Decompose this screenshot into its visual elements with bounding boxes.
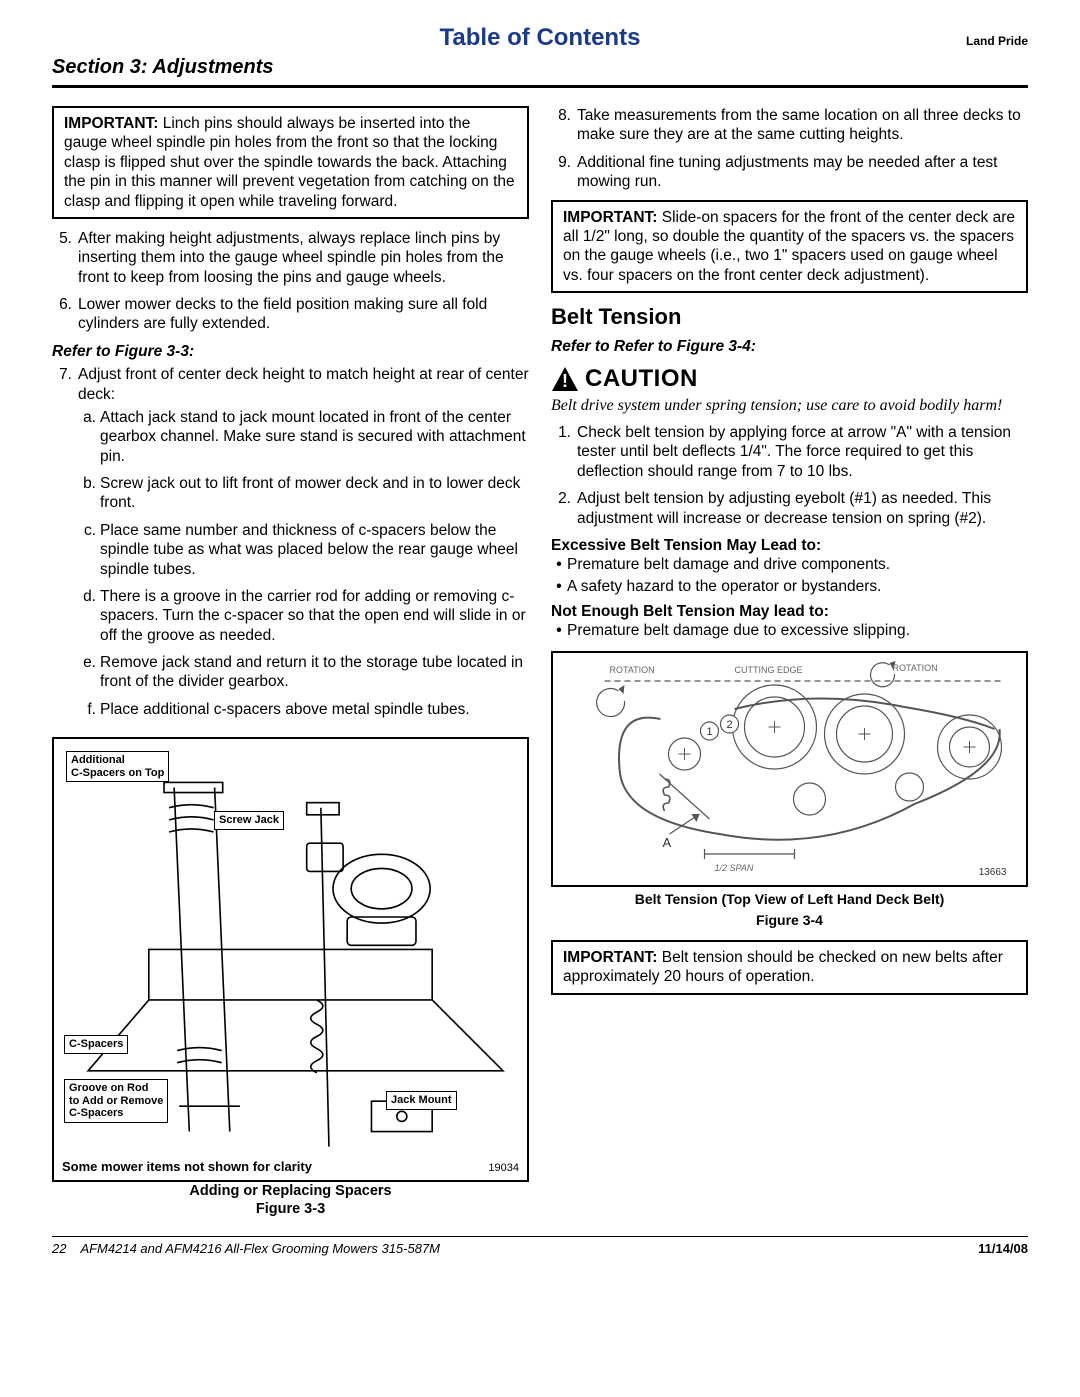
substep-letter: a. [78,408,100,466]
fig-label-cspacers: C-Spacers [64,1035,128,1054]
step-text: Lower mower decks to the field position … [78,295,529,334]
step-text: After making height adjustments, always … [78,229,529,287]
caution-text: CAUTION [585,364,698,394]
fig-label-groove: Groove on Rod to Add or Remove C-Spacers [64,1079,168,1123]
substep-letter: f. [78,700,100,719]
fig4-span: 1/2 SPAN [715,863,754,873]
figure-3-4: ROTATION CUTTING EDGE ROTATION 1 2 A 1/2… [551,651,1028,887]
substep-text: Attach jack stand to jack mount located … [100,408,529,466]
bullet-text: Premature belt damage and drive componen… [567,555,1028,574]
fig4-caption1: Belt Tension (Top View of Left Hand Deck… [551,891,1028,909]
substep-text: Place same number and thickness of c-spa… [100,521,529,579]
warning-icon: ! [551,366,579,392]
refer-figure-4: Refer to Refer to Figure 3-4: [551,337,1028,356]
step-num: 8. [551,106,577,145]
footer-rule [52,1236,1028,1237]
fig3-caption1: Adding or Replacing Spacers [52,1182,529,1200]
toc-link[interactable]: Table of Contents [152,24,928,52]
substep-text: There is a groove in the carrier rod for… [100,587,529,645]
substep-text: Remove jack stand and return it to the s… [100,653,529,692]
excessive-heading: Excessive Belt Tension May Lead to: [551,536,1028,555]
footer: 22 AFM4214 and AFM4216 All-Flex Grooming… [52,1241,1028,1256]
fig-id: 19034 [488,1162,519,1176]
caution-note: Belt drive system under spring tension; … [551,396,1028,415]
fig-label-additional: Additional C-Spacers on Top [66,751,169,782]
fig4-rotation2: ROTATION [893,663,938,673]
fig4-n2: 2 [726,719,732,731]
bullet-text: Premature belt damage due to excessive s… [567,621,1028,640]
substep-text: Place additional c-spacers above metal s… [100,700,529,719]
fig-label-jackmount: Jack Mount [386,1091,457,1110]
doc-title: AFM4214 and AFM4216 All-Flex Grooming Mo… [80,1241,440,1256]
not-enough-heading: Not Enough Belt Tension May lead to: [551,602,1028,621]
caution-banner: ! CAUTION [551,364,1028,394]
step-num: 9. [551,153,577,192]
fig4-id: 13663 [979,867,1007,878]
fig4-A: A [663,835,672,850]
figure-3-3: Additional C-Spacers on Top Screw Jack C… [52,737,529,1182]
header-rule [52,85,1028,88]
left-column: IMPORTANT: Linch pins should always be i… [52,106,529,1218]
step-text: Adjust front of center deck height to ma… [78,366,529,402]
right-column: 8.Take measurements from the same locati… [551,106,1028,1218]
fig4-rotation: ROTATION [610,665,655,675]
fig4-n1: 1 [706,726,712,738]
fig3-caption2: Figure 3-3 [52,1200,529,1218]
figure-3-4-svg: ROTATION CUTTING EDGE ROTATION 1 2 A 1/2… [559,659,1020,879]
step-num: 1. [551,423,577,481]
bullet-text: A safety hazard to the operator or bysta… [567,577,1028,596]
step-num: 7. [52,365,78,727]
substep-letter: d. [78,587,100,645]
fig4-caption2: Figure 3-4 [551,912,1028,930]
step-num: 5. [52,229,78,287]
substep-letter: c. [78,521,100,579]
brand-label: Land Pride [928,34,1028,48]
important-box-1: IMPORTANT: Linch pins should always be i… [52,106,529,219]
step-num: 2. [551,489,577,528]
substep-letter: e. [78,653,100,692]
refer-figure: Refer to Figure 3-3: [52,342,529,361]
step-text: Adjust belt tension by adjusting eyebolt… [577,489,1028,528]
important-box-2: IMPORTANT: Slide-on spacers for the fron… [551,200,1028,294]
fig4-cutting: CUTTING EDGE [735,665,803,675]
step-num: 6. [52,295,78,334]
section-heading: Section 3: Adjustments [52,56,1028,79]
substep-text: Screw jack out to lift front of mower de… [100,474,529,513]
important-label: IMPORTANT: [64,115,158,132]
important-label: IMPORTANT: [563,949,657,966]
page-number: 22 [52,1241,66,1256]
substep-letter: b. [78,474,100,513]
important-label: IMPORTANT: [563,209,657,226]
step-text: Additional fine tuning adjustments may b… [577,153,1028,192]
step-text: Check belt tension by applying force at … [577,423,1028,481]
footer-date: 11/14/08 [978,1241,1028,1256]
svg-text:!: ! [562,371,568,391]
fig-label-screwjack: Screw Jack [214,811,284,830]
important-box-3: IMPORTANT: Belt tension should be checke… [551,940,1028,995]
belt-tension-heading: Belt Tension [551,303,1028,331]
fig-note: Some mower items not shown for clarity [62,1159,312,1175]
step-text: Take measurements from the same location… [577,106,1028,145]
